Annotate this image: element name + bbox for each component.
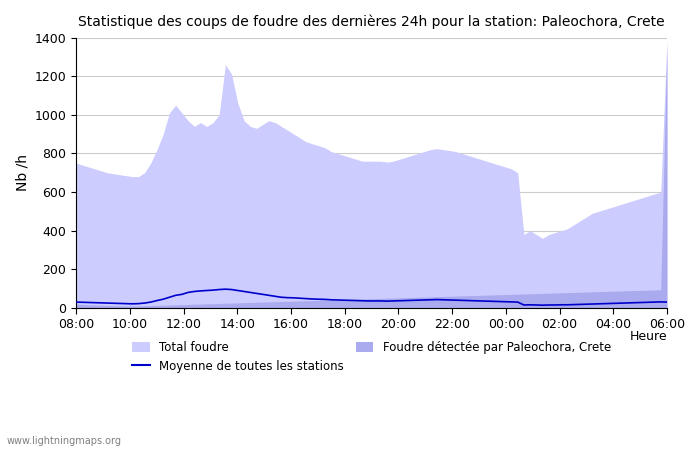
Y-axis label: Nb /h: Nb /h [15,154,29,191]
Text: www.lightningmaps.org: www.lightningmaps.org [7,436,122,446]
Legend: Total foudre, Moyenne de toutes les stations, Foudre détectée par Paleochora, Cr: Total foudre, Moyenne de toutes les stat… [127,336,616,378]
Text: Heure: Heure [629,329,667,342]
Title: Statistique des coups de foudre des dernières 24h pour la station: Paleochora, C: Statistique des coups de foudre des dern… [78,15,665,30]
